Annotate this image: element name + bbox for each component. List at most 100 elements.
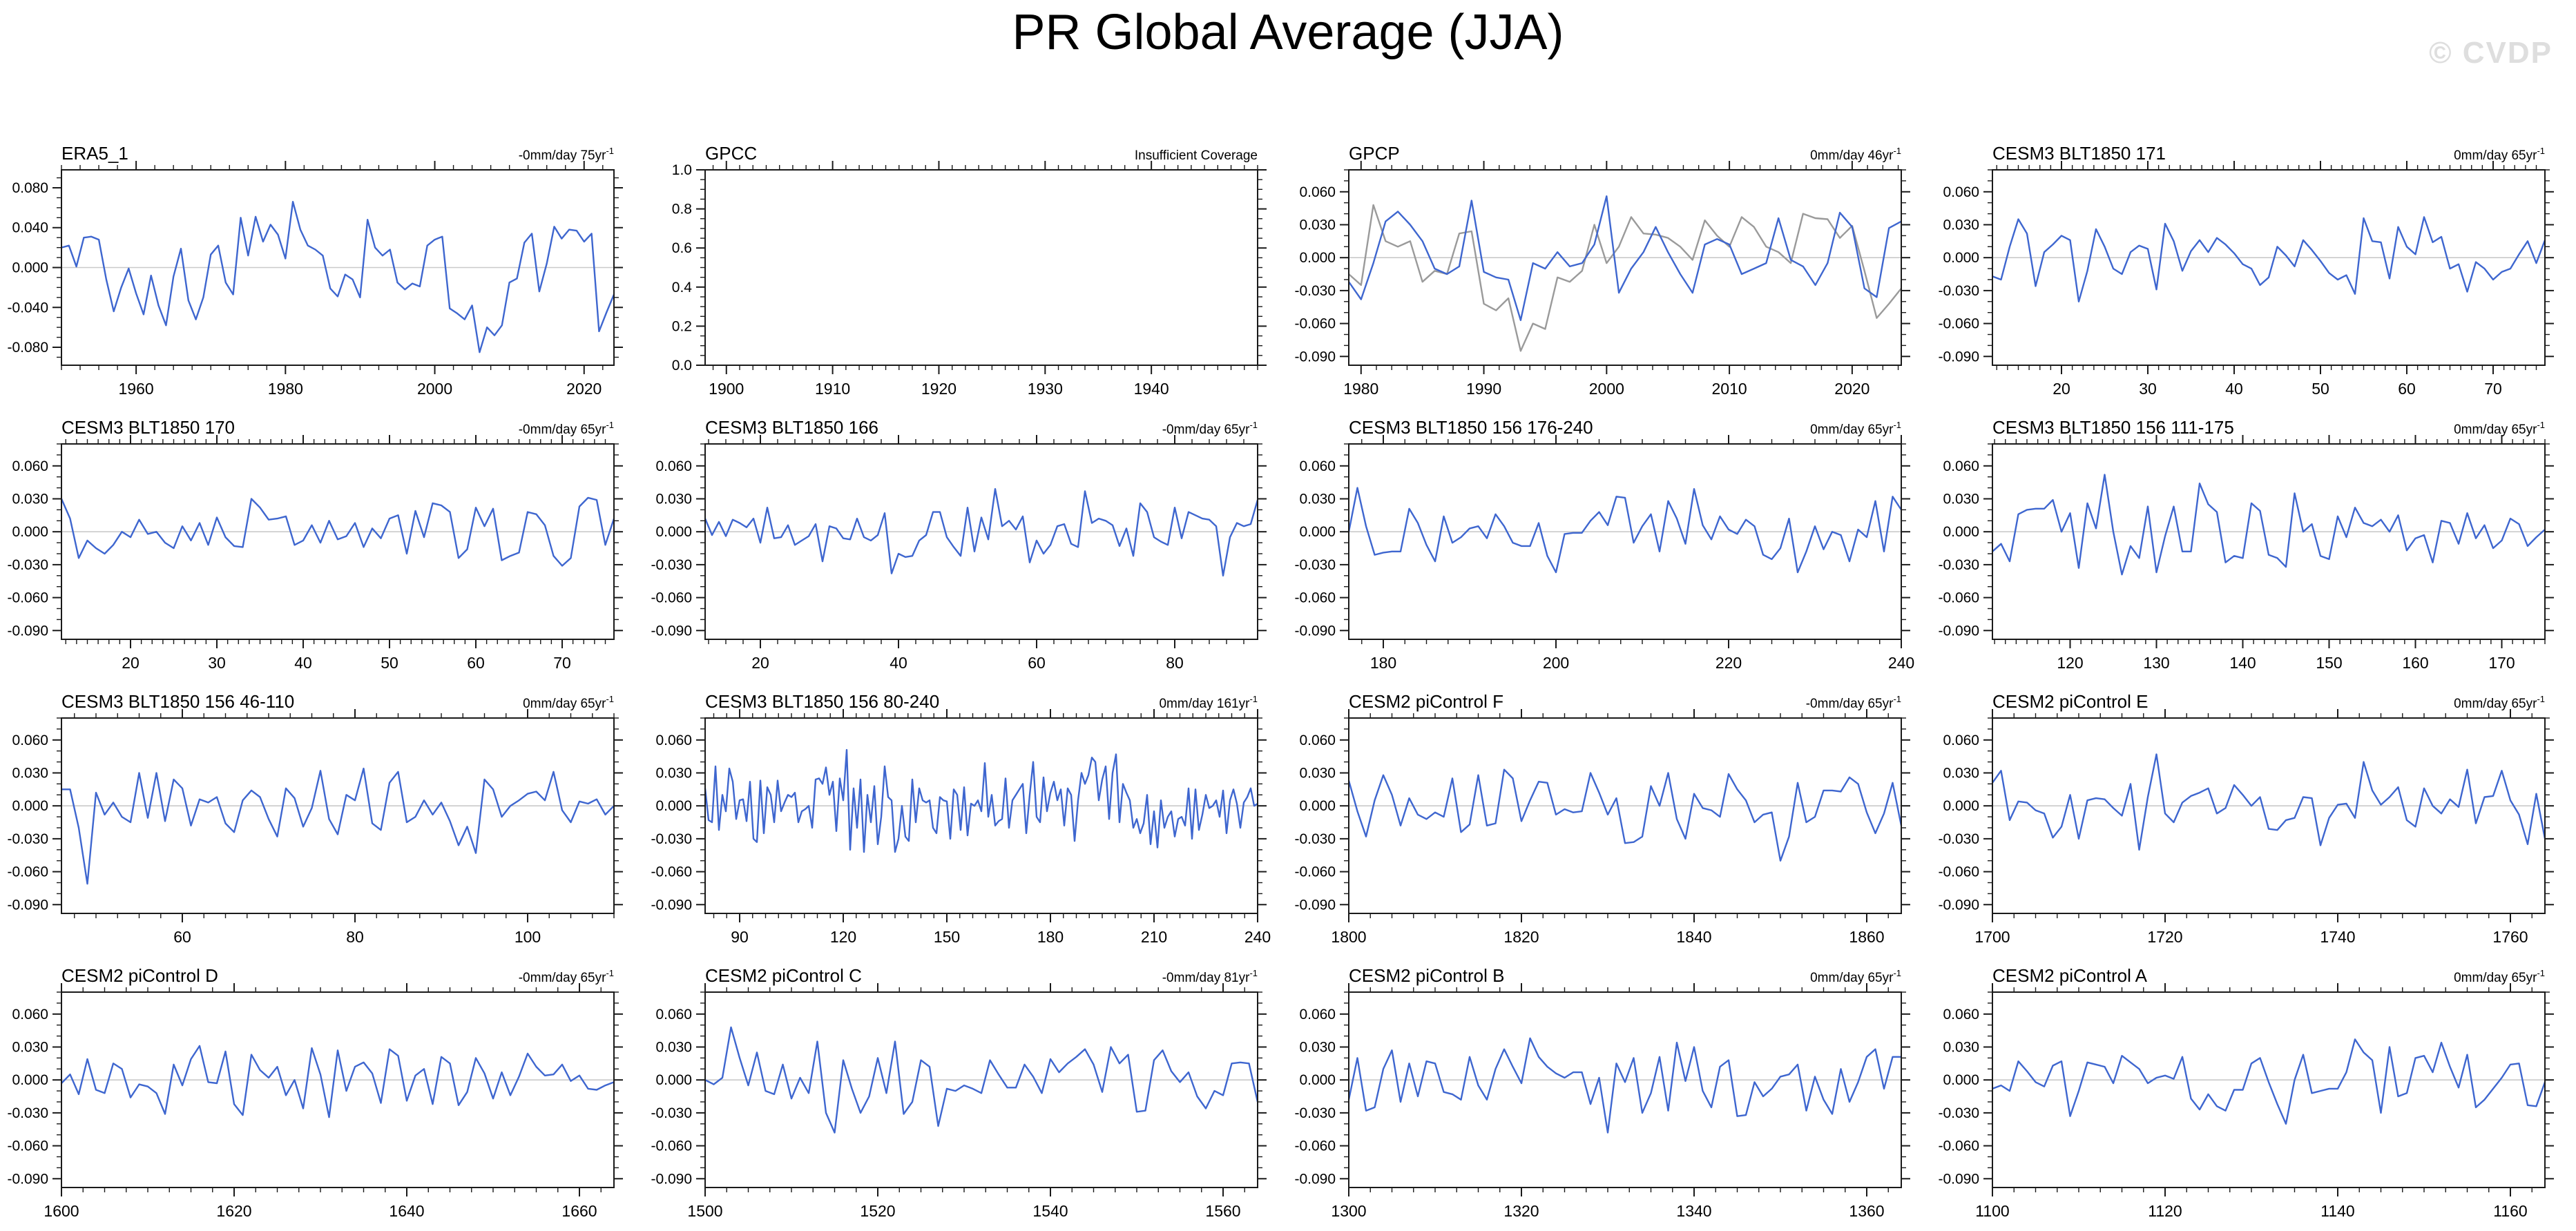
plot-frame xyxy=(704,717,1258,914)
plot-frame xyxy=(704,991,1258,1188)
x-axis-tick-label: 1640 xyxy=(389,1202,424,1220)
data-line xyxy=(1992,216,2546,303)
panel-title: CESM2 piControl F xyxy=(1349,691,1503,712)
panel-trend-label: 0mm/day 65yr-1 xyxy=(1810,420,1901,437)
panel-plot-cesm3-blt1850-171: 20 30 40 50 60 70 0.060 0.030 0.000 -0.030 -0.060 -… xyxy=(1938,143,2554,398)
panel-cesm3-blt1850-156-46-110: 60 80 100 0.060 0.030 0.000 -0.030 -0.060 -0.090… xyxy=(1,679,644,953)
x-axis-tick-label: 30 xyxy=(2139,380,2157,398)
y-axis-tick-label: 0.030 xyxy=(12,491,48,507)
y-axis-tick-label: 0.030 xyxy=(12,765,48,781)
panel-cesm3-blt1850-156-176-240: 180 200 220 240 0.060 0.030 0.000 -0.030 -0.060 -… xyxy=(1288,405,1932,679)
y-axis-tick-label: -0.030 xyxy=(1294,1105,1336,1121)
y-axis-tick-label: -0.060 xyxy=(7,1138,48,1154)
y-axis-tick-label: 0.060 xyxy=(1299,184,1336,200)
data-line xyxy=(1992,474,2546,576)
x-axis-tick-label: 1160 xyxy=(2493,1202,2527,1220)
x-axis-tick-label: 180 xyxy=(1037,928,1064,946)
panel-cesm2-picontrol-f: 1800 1820 1840 1860 0.060 0.030 0.000 -0.030 -0.… xyxy=(1288,679,1932,953)
y-axis-tick-label: 0.000 xyxy=(1943,250,1979,266)
y-axis-tick-label: 0.030 xyxy=(1943,491,1979,507)
x-axis-tick-label: 1900 xyxy=(709,380,744,398)
y-axis-tick-label: 0.000 xyxy=(655,798,692,814)
panel-plot-cesm3-blt1850-156-80-240: 90 120 150 180 210 240 0.060 0.030 0.000 -0.030 -0… xyxy=(651,691,1271,946)
panel-plot-cesm2-picontrol-e: 1700 1720 1740 1760 0.060 0.030 0.000 -0.030 -0.… xyxy=(1938,691,2554,946)
y-axis-tick-label: -0.030 xyxy=(1938,1105,1979,1121)
x-axis-tick-label: 1860 xyxy=(1849,928,1884,946)
x-axis-tick-label: 1990 xyxy=(1466,380,1501,398)
plot-frame xyxy=(1348,717,1902,914)
x-axis-tick-label: 1920 xyxy=(921,380,957,398)
data-line xyxy=(61,200,615,353)
x-axis-tick-label: 180 xyxy=(1370,654,1396,672)
x-axis-tick-label: 120 xyxy=(830,928,856,946)
data-line xyxy=(1347,768,1903,862)
y-axis-tick-label: -0.090 xyxy=(1938,349,1979,365)
y-axis-tick-label: 0.2 xyxy=(672,318,692,334)
y-axis-tick-label: 0.030 xyxy=(1299,1039,1336,1055)
panel-title: CESM3 BLT1850 170 xyxy=(61,417,235,438)
y-axis-tick-label: 0.060 xyxy=(1299,458,1336,474)
y-axis-tick-label: 0.060 xyxy=(1943,184,1979,200)
x-axis-tick-label: 1980 xyxy=(268,380,303,398)
x-axis-tick-label: 1760 xyxy=(2492,928,2528,946)
x-axis-tick-label: 150 xyxy=(934,928,960,946)
y-axis-tick-label: 0.030 xyxy=(12,1039,48,1055)
panel-plot-cesm2-picontrol-d: 1600 1620 1640 1660 0.060 0.030 0.000 -0.030 -0.… xyxy=(7,965,623,1220)
x-axis-tick-label: 80 xyxy=(346,928,364,946)
y-axis-tick-label: -0.030 xyxy=(1938,557,1979,573)
x-axis-tick-label: 1100 xyxy=(1975,1202,2009,1220)
panel-gpcc: 1900 1910 1920 1930 1940 1.0 0.8 0.6 0.4 0.2 0.0 GP… xyxy=(644,131,1288,405)
y-axis-tick-label: 0.060 xyxy=(12,1007,48,1022)
x-axis-tick-label: 50 xyxy=(381,654,398,672)
y-axis-tick-label: -0.030 xyxy=(7,1105,48,1121)
data-line xyxy=(704,748,1258,853)
y-axis-tick-label: -0.030 xyxy=(1938,831,1979,847)
x-axis-tick-label: 1600 xyxy=(44,1202,79,1220)
data-line xyxy=(1992,1038,2546,1125)
panel-plot-cesm2-picontrol-a: 1100 1120 1140 1160 0.060 0.030 0.000 -0.030 -0.… xyxy=(1938,965,2554,1220)
panel-cesm2-picontrol-e: 1700 1720 1740 1760 0.060 0.030 0.000 -0.030 -0.… xyxy=(1932,679,2575,953)
data-line-secondary xyxy=(1348,204,1902,352)
panel-gpcp: 1980 1990 2000 2010 2020 0.060 0.030 0.000 -0.03… xyxy=(1288,131,1932,405)
y-axis-tick-label: -0.030 xyxy=(1294,557,1336,573)
x-axis-tick-label: 70 xyxy=(2484,380,2502,398)
x-axis-tick-label: 2020 xyxy=(566,380,602,398)
y-axis-tick-label: 0.060 xyxy=(1299,733,1336,748)
plot-frame xyxy=(61,717,615,914)
y-axis-tick-label: 0.030 xyxy=(655,765,692,781)
x-axis-tick-label: 1660 xyxy=(561,1202,597,1220)
x-axis-tick-label: 40 xyxy=(294,654,312,672)
y-axis-tick-label: -0.090 xyxy=(1294,897,1336,913)
y-axis-tick-label: 0.000 xyxy=(655,1072,692,1088)
plot-frame xyxy=(1992,169,2546,366)
x-axis-tick-label: 1500 xyxy=(687,1202,722,1220)
y-axis-tick-label: 0.000 xyxy=(12,1072,48,1088)
plot-frame xyxy=(61,991,615,1188)
cvdp-watermark: © CVDP xyxy=(2429,36,2553,70)
panel-trend-label: -0mm/day 65yr-1 xyxy=(1806,694,1901,711)
x-axis-tick-label: 140 xyxy=(2229,654,2256,672)
x-axis-tick-label: 240 xyxy=(1888,654,1914,672)
x-axis-tick-label: 1720 xyxy=(2147,928,2182,946)
plot-frame xyxy=(61,443,615,640)
panel-title: CESM2 piControl A xyxy=(1992,965,2148,986)
x-axis-tick-label: 1940 xyxy=(1134,380,1169,398)
panel-plot-gpcc: 1900 1910 1920 1930 1940 1.0 0.8 0.6 0.4 0.2 0.0 GP… xyxy=(672,143,1267,398)
x-axis-tick-label: 90 xyxy=(731,928,749,946)
y-axis-tick-label: -0.090 xyxy=(651,1171,692,1187)
x-axis-tick-label: 70 xyxy=(553,654,571,672)
data-line xyxy=(704,1026,1259,1134)
y-axis-tick-label: -0.060 xyxy=(1938,590,1979,606)
panel-title: ERA5_1 xyxy=(61,143,128,164)
y-axis-tick-label: 0.060 xyxy=(655,733,692,748)
panel-trend-label: -0mm/day 81yr-1 xyxy=(1162,968,1258,985)
y-axis-tick-label: -0.030 xyxy=(651,1105,692,1121)
data-line xyxy=(704,487,1259,577)
panel-trend-label: -0mm/day 75yr-1 xyxy=(519,146,614,163)
panel-trend-label: 0mm/day 46yr-1 xyxy=(1810,146,1901,163)
x-axis-tick-label: 2020 xyxy=(1834,380,1869,398)
data-line xyxy=(61,1045,615,1118)
y-axis-tick-label: 0.6 xyxy=(672,240,692,256)
x-axis-tick-label: 1800 xyxy=(1331,928,1366,946)
x-axis-tick-label: 1930 xyxy=(1028,380,1063,398)
